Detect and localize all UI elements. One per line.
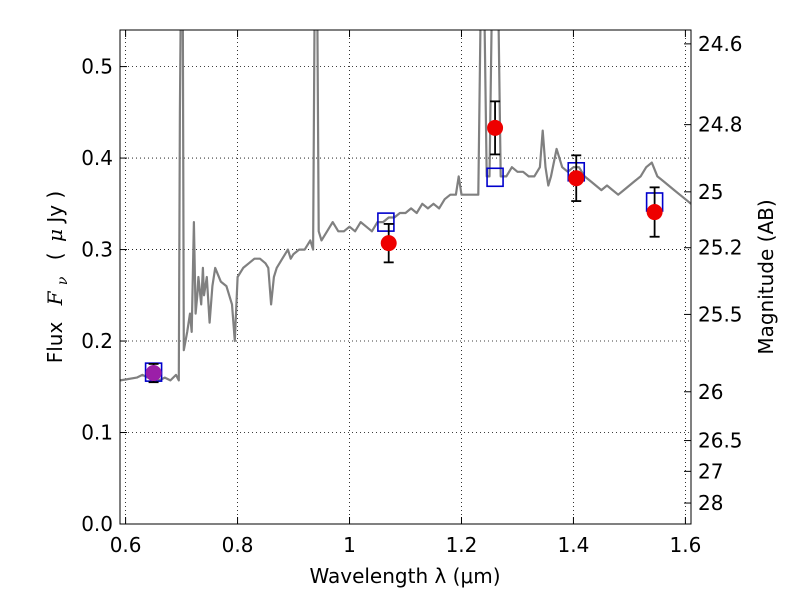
y2-tick-label: 24.8 <box>698 113 743 137</box>
x-tick-label: 1.6 <box>669 533 701 557</box>
y-tick-label: 0.5 <box>81 55 113 79</box>
model-photometry-box <box>377 212 395 232</box>
x-axis-label: Wavelength λ (μm) <box>309 564 500 588</box>
x-tick-label: 1.2 <box>446 533 478 557</box>
y-tick-label: 0.3 <box>81 238 113 262</box>
y2-tick-label: 25 <box>698 180 723 204</box>
observed-flux-point <box>568 170 585 187</box>
observed-flux-point <box>646 204 663 221</box>
y2-tick-label: 28 <box>698 491 723 515</box>
x-tick-label: 0.6 <box>110 533 142 557</box>
x-tick-label: 0.8 <box>222 533 254 557</box>
model-photometry-box <box>486 167 504 188</box>
observed-flux-point <box>145 365 162 382</box>
y-label-symbol: F <box>43 290 67 306</box>
y2-tick-label: 26.5 <box>698 429 743 453</box>
y-label-paren: ( <box>43 252 67 260</box>
y2-axis-label: Magnitude (AB) <box>754 199 778 354</box>
grid <box>120 30 691 525</box>
y-tick-label: 0.4 <box>81 146 113 170</box>
y-axis-label: Flux F ν ( μ Jy ) <box>43 191 72 364</box>
y-tick-label: 0.0 <box>81 512 113 536</box>
y-label-mu: μ <box>43 229 67 242</box>
axis-ticks: 0.6 0.8 1 1.2 1.4 1.6 0.0 0.1 0.2 0.3 0.4 0.5 24.6 24… <box>81 30 743 557</box>
observed-flux-point <box>380 235 397 252</box>
plot-frame <box>119 29 692 525</box>
y-label-subscript: ν <box>55 276 71 285</box>
y-label-unit: Jy ) <box>43 191 67 225</box>
plot-area <box>120 30 691 384</box>
x-tick-label: 1.4 <box>558 533 590 557</box>
model-spectrum-line <box>120 30 691 382</box>
y2-tick-label: 27 <box>698 459 723 483</box>
y2-tick-label: 25.2 <box>698 236 743 260</box>
observed-flux-point <box>487 119 504 136</box>
y-axis-label-text: Flux F ν ( μ Jy ) <box>43 191 72 364</box>
x-tick-label: 1 <box>343 533 356 557</box>
y-tick-label: 0.2 <box>81 329 113 353</box>
y2-tick-label: 24.6 <box>698 32 743 56</box>
y-tick-label: 0.1 <box>81 421 113 445</box>
y2-tick-label: 25.5 <box>698 302 743 326</box>
y2-tick-label: 26 <box>698 380 723 404</box>
y-label-word: Flux <box>43 322 67 364</box>
